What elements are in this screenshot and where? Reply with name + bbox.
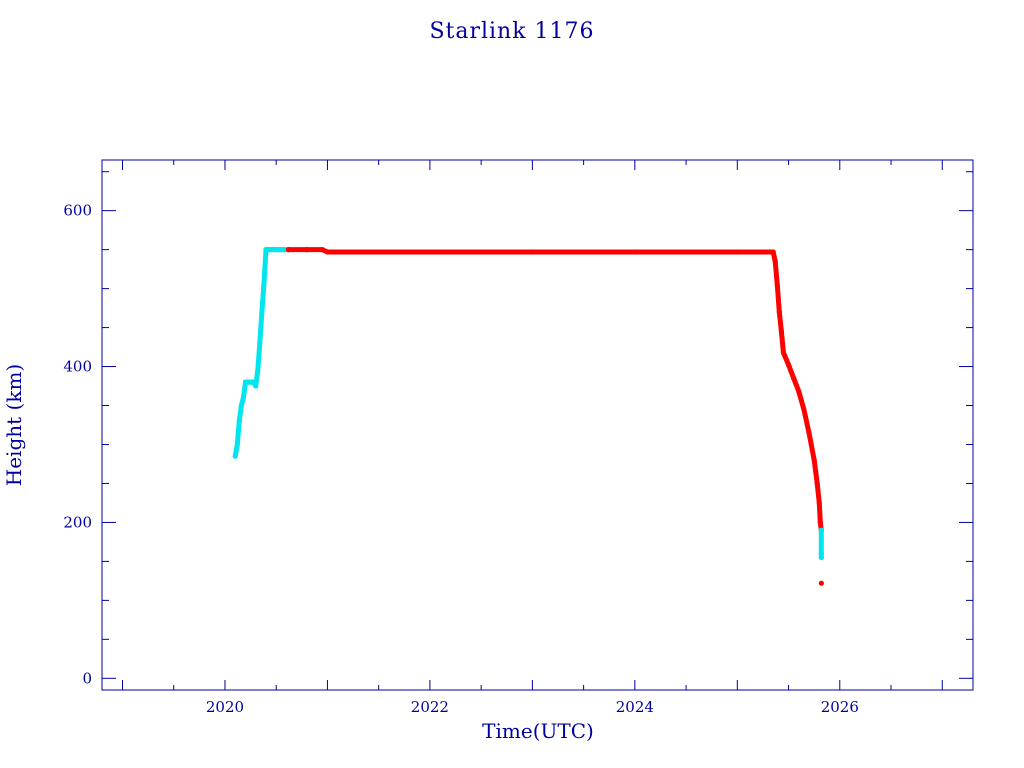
y-tick-label: 600 (63, 202, 92, 220)
x-tick-label: 2026 (821, 698, 859, 716)
data-point (259, 309, 265, 315)
data-point (818, 554, 824, 561)
data-point (814, 480, 820, 487)
y-axis-label: Height (km) (2, 364, 26, 486)
data-point (785, 362, 792, 368)
data-point (427, 249, 433, 255)
plot-frame (101, 159, 974, 691)
axis-ticks: 2020 2022 2024 2026 0 200 400 600 (63, 160, 973, 716)
data-point (251, 379, 257, 385)
y-tick-label: 400 (63, 358, 92, 376)
y-tick-label: 200 (63, 513, 92, 531)
data-point (324, 249, 331, 255)
data-point (285, 247, 292, 253)
data-point (816, 500, 822, 506)
chart-title: Starlink 1176 (429, 19, 594, 44)
data-point (234, 441, 240, 448)
data-layer (232, 247, 824, 586)
data-point (817, 519, 823, 526)
data-point (261, 282, 267, 288)
series-line-1 (286, 247, 824, 533)
data-point (319, 247, 325, 253)
data-point (257, 340, 263, 346)
x-axis-label: Time(UTC) (482, 719, 594, 743)
data-point (774, 282, 780, 288)
data-point (772, 258, 778, 264)
x-tick-label: 2024 (616, 698, 654, 716)
data-point (770, 249, 776, 255)
series-line-0 (232, 247, 291, 459)
data-point (232, 453, 238, 459)
data-point (780, 349, 787, 356)
data-point (734, 249, 740, 255)
data-point (253, 383, 259, 389)
data-point (240, 395, 247, 401)
data-point (818, 551, 824, 557)
data-point (304, 247, 310, 253)
y-tick-label: 0 (82, 669, 92, 687)
data-point (796, 388, 802, 395)
data-point (255, 367, 261, 374)
data-point (801, 406, 807, 413)
data-point (791, 375, 797, 381)
data-point (281, 247, 287, 253)
data-point (776, 309, 782, 315)
data-point (818, 527, 824, 533)
data-point (238, 402, 244, 409)
data-point (778, 328, 784, 335)
data-point (818, 580, 824, 586)
data-point (529, 249, 535, 255)
x-tick-label: 2022 (411, 698, 449, 716)
data-point (806, 430, 812, 436)
data-point (811, 457, 817, 463)
data-point (632, 249, 638, 255)
x-tick-label: 2020 (206, 698, 244, 716)
data-point (236, 418, 242, 424)
